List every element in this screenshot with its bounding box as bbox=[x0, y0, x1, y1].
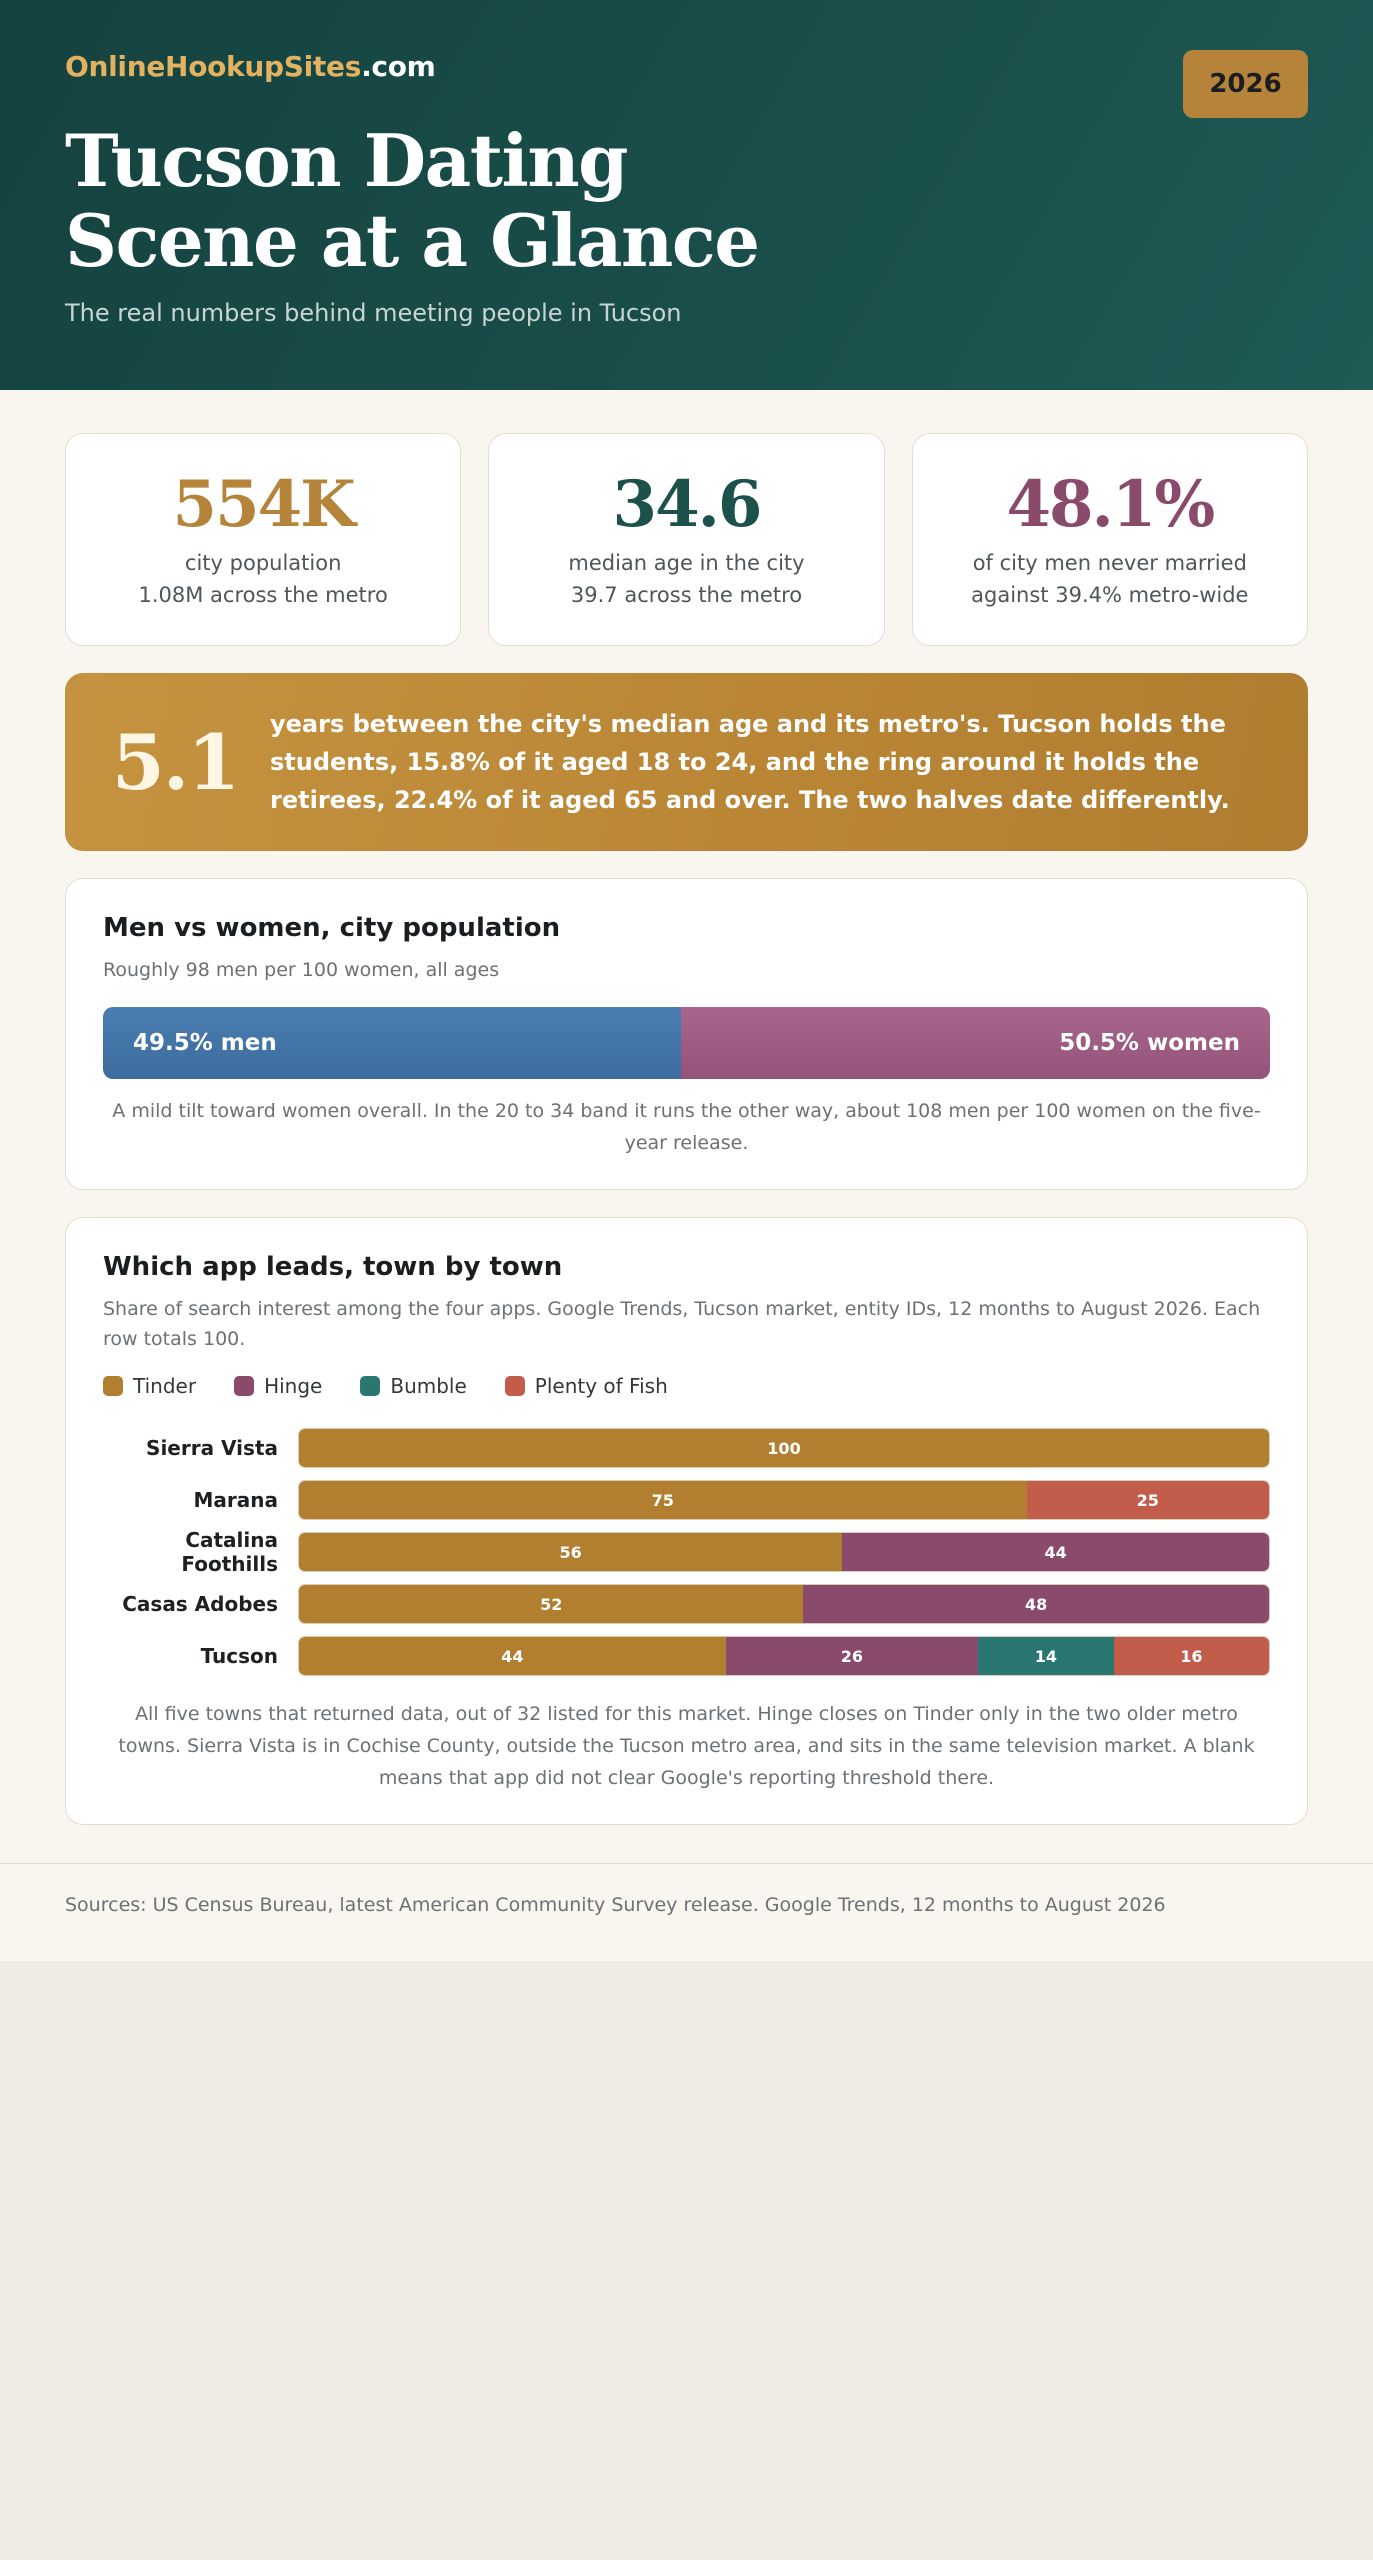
row-label: Tucson bbox=[200, 1644, 278, 1668]
row-track: 100 bbox=[298, 1428, 1270, 1468]
stat-label: of city men never married against 39.4% … bbox=[971, 547, 1248, 611]
row-track: 44 26 14 16 bbox=[298, 1636, 1270, 1676]
row-track: 52 48 bbox=[298, 1584, 1270, 1624]
legend-item: Plenty of Fish bbox=[504, 1374, 668, 1398]
chart-row: Catalina Foothills 56 44 bbox=[103, 1526, 1270, 1578]
stat-label: city population 1.08M across the metro bbox=[139, 547, 388, 611]
callout-number: 5.1 bbox=[111, 717, 240, 807]
row-track: 56 44 bbox=[298, 1532, 1270, 1572]
app-share-card: Which app leads, town by town Share of s… bbox=[65, 1217, 1308, 1825]
age-gap-callout: 5.1 years between the city's median age … bbox=[65, 673, 1308, 851]
bar-segment-tinder: 100 bbox=[299, 1429, 1269, 1467]
stat-card-population: 554K city population 1.08M across the me… bbox=[65, 433, 462, 646]
legend-label: Bumble bbox=[390, 1374, 467, 1398]
sex-ratio-bar: 49.5% men 50.5% women bbox=[103, 1007, 1270, 1079]
stat-value: 48.1% bbox=[1006, 466, 1215, 542]
bar-segment-bumble: 14 bbox=[977, 1637, 1114, 1675]
card-note: All five towns that returned data, out o… bbox=[118, 1703, 1255, 1789]
stat-value: 554K bbox=[172, 466, 356, 542]
stat-value: 34.6 bbox=[612, 466, 763, 542]
card-note: A mild tilt toward women overall. In the… bbox=[112, 1100, 1261, 1154]
bar-segment-tinder: 75 bbox=[299, 1481, 1027, 1519]
stat-card-never-married: 48.1% of city men never married against … bbox=[911, 433, 1308, 646]
card-subtitle: Roughly 98 men per 100 women, all ages bbox=[103, 959, 500, 981]
legend-label: Hinge bbox=[264, 1374, 323, 1398]
page: OnlineHookupSites.com 2026 Tucson Dating… bbox=[0, 0, 1373, 1961]
legend-swatch bbox=[103, 1376, 123, 1396]
callout-text: years between the city's median age and … bbox=[270, 710, 1230, 814]
legend-swatch bbox=[360, 1376, 381, 1396]
stat-card-median-age: 34.6 median age in the city 39.7 across … bbox=[488, 433, 885, 646]
bar-segment-hinge: 26 bbox=[725, 1637, 978, 1675]
card-title: Which app leads, town by town bbox=[103, 1252, 563, 1282]
card-title: Men vs women, city population bbox=[103, 913, 561, 943]
page-title: Tucson Dating Scene at a Glance bbox=[65, 121, 1308, 281]
brand-name: OnlineHookupSites bbox=[65, 50, 362, 83]
bar-segment-women: 50.5% women bbox=[680, 1007, 1270, 1079]
chart-row: Tucson 44 26 14 16 bbox=[103, 1630, 1270, 1682]
legend-label: Tinder bbox=[133, 1374, 197, 1398]
legend-swatch bbox=[504, 1376, 525, 1396]
bar-segment-tinder: 44 bbox=[299, 1637, 726, 1675]
bar-segment-hinge: 44 bbox=[842, 1533, 1269, 1571]
bar-segment-plenty-of-fish: 16 bbox=[1113, 1637, 1269, 1675]
footer: Sources: US Census Bureau, latest Americ… bbox=[0, 1863, 1373, 1961]
sources-text: Sources: US Census Bureau, latest Americ… bbox=[65, 1894, 1166, 1916]
stats-row: 554K city population 1.08M across the me… bbox=[0, 390, 1373, 646]
row-label: Casas Adobes bbox=[122, 1592, 278, 1616]
header: OnlineHookupSites.com 2026 Tucson Dating… bbox=[0, 0, 1373, 390]
bar-segment-men: 49.5% men bbox=[103, 1007, 681, 1079]
brand-domain: .com bbox=[361, 50, 436, 83]
stat-label-line-2: 1.08M across the metro bbox=[138, 582, 388, 607]
stat-label-line-1: median age in the city bbox=[568, 550, 805, 575]
chart-row: Casas Adobes 52 48 bbox=[103, 1578, 1270, 1630]
chart-legend: Tinder Hinge Bumble Plenty of Fish bbox=[103, 1374, 1270, 1398]
legend-swatch bbox=[234, 1376, 255, 1396]
chart-row: Sierra Vista 100 bbox=[103, 1422, 1270, 1474]
stacked-bar-chart: Sierra Vista 100 Marana 75 25 Catalina Foothi… bbox=[103, 1422, 1270, 1682]
row-label: Catalina Foothills bbox=[181, 1528, 278, 1576]
title-line-1: Tucson Dating bbox=[65, 118, 629, 203]
bar-segment-plenty-of-fish: 25 bbox=[1026, 1481, 1269, 1519]
stat-label-line-2: against 39.4% metro-wide bbox=[971, 582, 1249, 607]
bar-segment-hinge: 48 bbox=[803, 1585, 1269, 1623]
bar-segment-tinder: 56 bbox=[299, 1533, 843, 1571]
stat-label: median age in the city 39.7 across the m… bbox=[568, 547, 804, 611]
year-badge: 2026 bbox=[1183, 50, 1308, 118]
brand-logo[interactable]: OnlineHookupSites.com bbox=[65, 50, 1308, 83]
sex-ratio-card: Men vs women, city population Roughly 98… bbox=[65, 878, 1308, 1190]
page-subtitle: The real numbers behind meeting people i… bbox=[65, 299, 682, 327]
legend-item: Tinder bbox=[103, 1374, 196, 1398]
card-subtitle: Share of search interest among the four … bbox=[103, 1298, 1261, 1350]
legend-label: Plenty of Fish bbox=[534, 1374, 668, 1398]
stat-label-line-1: of city men never married bbox=[972, 550, 1247, 575]
bar-segment-tinder: 52 bbox=[299, 1585, 804, 1623]
row-label: Marana bbox=[193, 1488, 279, 1512]
row-track: 75 25 bbox=[298, 1480, 1270, 1520]
chart-row: Marana 75 25 bbox=[103, 1474, 1270, 1526]
legend-item: Bumble bbox=[360, 1374, 467, 1398]
stat-label-line-2: 39.7 across the metro bbox=[570, 582, 803, 607]
legend-item: Hinge bbox=[234, 1374, 322, 1398]
title-line-2: Scene at a Glance bbox=[65, 198, 760, 283]
row-label: Sierra Vista bbox=[146, 1436, 278, 1460]
stat-label-line-1: city population bbox=[184, 550, 342, 575]
